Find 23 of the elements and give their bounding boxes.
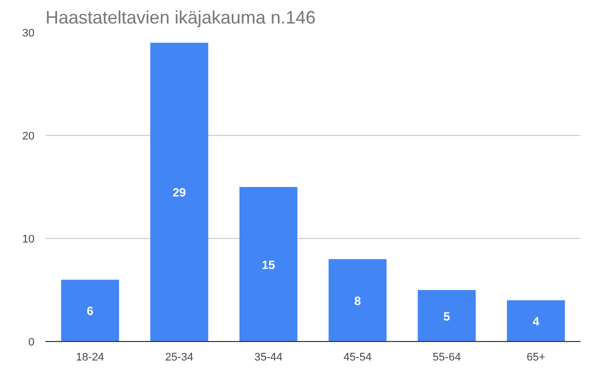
bar: [239, 187, 298, 342]
y-tick-label: 20: [22, 130, 35, 142]
bar: [150, 42, 208, 342]
chart-title: Haastateltavien ikäjakauma n.146: [46, 8, 316, 28]
bar: [506, 300, 565, 342]
data-label: 29: [172, 186, 186, 200]
y-tick-label: 0: [28, 336, 35, 348]
data-label: 8: [354, 294, 362, 308]
data-label: 6: [86, 304, 94, 318]
bar: [418, 290, 476, 342]
y-tick-label: 10: [22, 234, 35, 246]
x-tick-label: 65+: [526, 352, 546, 364]
data-label: 5: [443, 309, 450, 324]
bar: [61, 280, 120, 342]
y-tick-label: 30: [22, 28, 35, 40]
bar: [328, 259, 387, 342]
x-tick-label: 55-64: [432, 352, 461, 364]
x-tick-label: 25-34: [165, 352, 194, 364]
x-tick-label: 18-24: [76, 352, 104, 364]
x-tick-label: 45-54: [344, 352, 372, 364]
data-label: 15: [262, 258, 276, 272]
x-tick-label: 35-44: [254, 352, 282, 364]
data-label: 4: [532, 314, 540, 328]
